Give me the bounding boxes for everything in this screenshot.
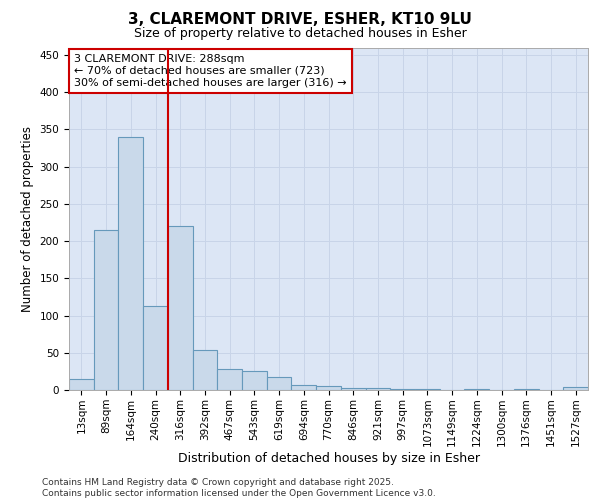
Bar — [94, 230, 118, 390]
Bar — [292, 385, 316, 390]
Bar — [118, 137, 143, 390]
Bar — [193, 350, 217, 390]
X-axis label: Distribution of detached houses by size in Esher: Distribution of detached houses by size … — [178, 452, 479, 465]
Bar — [563, 387, 588, 390]
Bar — [69, 379, 94, 390]
Text: Size of property relative to detached houses in Esher: Size of property relative to detached ho… — [134, 28, 466, 40]
Bar — [267, 376, 292, 390]
Bar — [316, 386, 341, 390]
Bar — [217, 369, 242, 390]
Text: 3 CLAREMONT DRIVE: 288sqm
← 70% of detached houses are smaller (723)
30% of semi: 3 CLAREMONT DRIVE: 288sqm ← 70% of detac… — [74, 54, 347, 88]
Text: 3, CLAREMONT DRIVE, ESHER, KT10 9LU: 3, CLAREMONT DRIVE, ESHER, KT10 9LU — [128, 12, 472, 28]
Bar — [390, 388, 415, 390]
Bar — [341, 388, 365, 390]
Bar — [168, 226, 193, 390]
Text: Contains HM Land Registry data © Crown copyright and database right 2025.
Contai: Contains HM Land Registry data © Crown c… — [42, 478, 436, 498]
Bar — [464, 388, 489, 390]
Bar — [365, 388, 390, 390]
Bar — [242, 372, 267, 390]
Bar — [143, 306, 168, 390]
Y-axis label: Number of detached properties: Number of detached properties — [21, 126, 34, 312]
